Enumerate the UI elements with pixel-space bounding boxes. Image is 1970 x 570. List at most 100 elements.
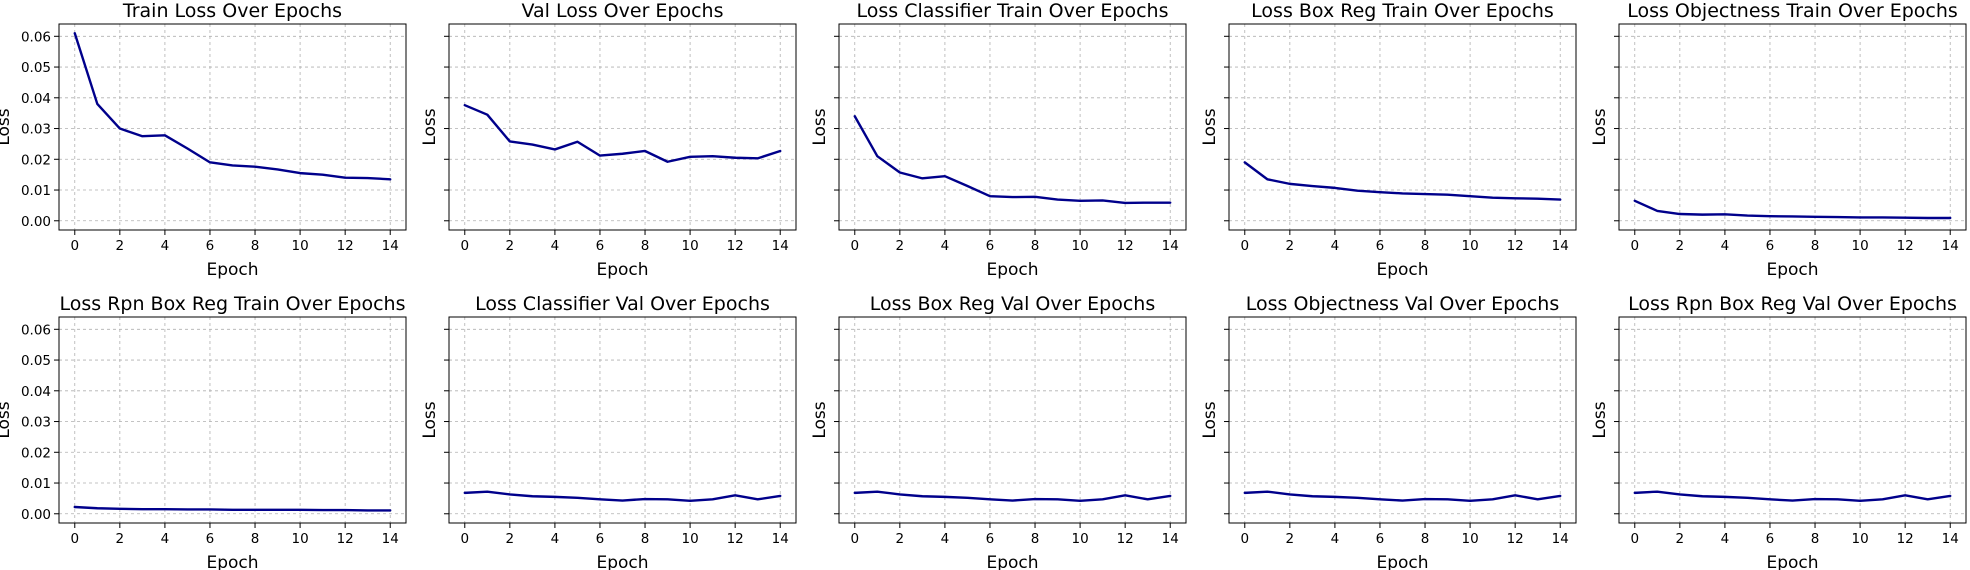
chart-1-ytick-label: 0.01: [21, 183, 51, 199]
chart-6-xlabel: Epoch: [206, 553, 258, 570]
chart-1-ytick-label: 0.04: [21, 91, 51, 107]
chart-3-xtick-label: 0: [850, 238, 859, 254]
chart-6-xtick-label: 12: [337, 531, 354, 547]
chart-9-xtick-label: 8: [1421, 531, 1430, 547]
chart-10-xtick-label: 12: [1897, 531, 1914, 547]
chart-5-xtick-label: 0: [1630, 238, 1639, 254]
chart-3-xlabel: Epoch: [986, 260, 1038, 280]
chart-6-xtick-label: 10: [292, 531, 309, 547]
chart-6-ytick-label: 0.05: [21, 353, 51, 369]
chart-4-title: Loss Box Reg Train Over Epochs: [1251, 0, 1554, 22]
chart-8-xtick-label: 14: [1162, 531, 1179, 547]
chart-5-xtick-label: 12: [1897, 238, 1914, 254]
chart-10: 0 2 4 6 8 10 12 14 Loss Rpn Box Reg Val Over Epo…: [1590, 293, 1967, 570]
chart-2-xlabel: Epoch: [596, 260, 648, 280]
chart-9: 0 2 4 6 8 10 12 14 Loss Objectness Val Over Epoc…: [1200, 293, 1577, 570]
chart-2-ylabel: Loss: [420, 108, 440, 145]
chart-2: 0 2 4 6 8 10 12 14 Val Loss Over Epochs Epoch Loss: [420, 0, 797, 280]
chart-1: 0 2 4 6 8 10 12 14 0.00 0.01 0.02 0.03 0.04 0.05 0.06 T…: [0, 0, 407, 280]
chart-1-ytick-label: 0.05: [21, 60, 51, 76]
chart-6-xtick-label: 6: [206, 531, 215, 547]
chart-3-xtick-label: 14: [1162, 238, 1179, 254]
chart-1-xtick-label: 4: [161, 238, 170, 254]
chart-6-xtick-label: 14: [382, 531, 399, 547]
chart-2-xtick-label: 2: [506, 238, 515, 254]
chart-5-axes-frame: [1618, 23, 1967, 231]
chart-8-xtick-label: 10: [1072, 531, 1089, 547]
chart-6-ytick-label: 0.02: [21, 445, 51, 461]
chart-6-xtick-label: 8: [251, 531, 260, 547]
chart-1-axes-frame: [58, 23, 407, 231]
chart-7-xtick-label: 6: [596, 531, 605, 547]
chart-8-xlabel: Epoch: [986, 553, 1038, 570]
chart-6-axes-frame: [58, 316, 407, 524]
chart-10-axes-frame: [1618, 316, 1967, 524]
chart-5-xtick-label: 4: [1721, 238, 1730, 254]
chart-7-xtick-label: 0: [460, 531, 469, 547]
chart-3-title: Loss Classifier Train Over Epochs: [857, 0, 1169, 22]
chart-1-xtick-label: 14: [382, 238, 399, 254]
chart-4: 0 2 4 6 8 10 12 14 Loss Box Reg Train Over Epoch…: [1200, 0, 1577, 280]
chart-1-ytick-label: 0.00: [21, 214, 51, 230]
chart-9-xtick-label: 14: [1552, 531, 1569, 547]
chart-2-xtick-label: 0: [460, 238, 469, 254]
chart-7-ylabel: Loss: [420, 401, 440, 438]
chart-7-xtick-label: 10: [682, 531, 699, 547]
chart-3: 0 2 4 6 8 10 12 14 Loss Classifier Train Over Ep…: [810, 0, 1187, 280]
chart-3-series-line: [853, 115, 1172, 205]
chart-5-xtick-label: 10: [1852, 238, 1869, 254]
chart-6-xtick-label: 0: [70, 531, 79, 547]
chart-5-title: Loss Objectness Train Over Epochs: [1627, 0, 1958, 22]
chart-4-axes-frame: [1228, 23, 1577, 231]
chart-2-title: Val Loss Over Epochs: [521, 0, 723, 22]
chart-9-series-line: [1243, 490, 1562, 503]
chart-9-xtick-label: 6: [1376, 531, 1385, 547]
chart-4-xtick-label: 0: [1240, 238, 1249, 254]
chart-1-ylabel: Loss: [0, 108, 14, 145]
chart-3-axes-frame: [838, 23, 1187, 231]
chart-1-xtick-label: 2: [116, 238, 125, 254]
chart-2-xtick-label: 10: [682, 238, 699, 254]
chart-7-xtick-label: 14: [772, 531, 789, 547]
chart-6-series-line: [73, 505, 392, 512]
chart-5-series-line: [1633, 199, 1952, 220]
chart-8-series-line: [853, 490, 1172, 503]
chart-1-xtick-label: 10: [292, 238, 309, 254]
chart-8: 0 2 4 6 8 10 12 14 Loss Box Reg Val Over Epochs E…: [810, 293, 1187, 570]
chart-10-xtick-label: 10: [1852, 531, 1869, 547]
chart-7: 0 2 4 6 8 10 12 14 Loss Classifier Val Over Epoc…: [420, 293, 797, 570]
chart-3-xtick-label: 2: [896, 238, 905, 254]
chart-4-series-line: [1243, 161, 1562, 201]
chart-8-xtick-label: 8: [1031, 531, 1040, 547]
chart-2-series-line: [463, 103, 782, 163]
chart-3-ylabel: Loss: [810, 108, 830, 145]
chart-1-xtick-label: 12: [337, 238, 354, 254]
chart-10-xlabel: Epoch: [1766, 553, 1818, 570]
chart-1-ytick-label: 0.06: [21, 29, 51, 45]
chart-5-xlabel: Epoch: [1766, 260, 1818, 280]
chart-2-xtick-label: 6: [596, 238, 605, 254]
chart-8-xtick-label: 2: [896, 531, 905, 547]
chart-6-xtick-label: 2: [116, 531, 125, 547]
chart-7-series-line: [463, 490, 782, 503]
chart-8-xtick-label: 12: [1117, 531, 1134, 547]
chart-6-ytick-label: 0.01: [21, 476, 51, 492]
chart-8-title: Loss Box Reg Val Over Epochs: [870, 293, 1156, 315]
chart-3-xtick-label: 4: [941, 238, 950, 254]
chart-10-xtick-label: 8: [1811, 531, 1820, 547]
chart-9-xtick-label: 4: [1331, 531, 1340, 547]
chart-2-axes-frame: [448, 23, 797, 231]
chart-4-xlabel: Epoch: [1376, 260, 1428, 280]
chart-9-axes-frame: [1228, 316, 1577, 524]
chart-7-axes-frame: [448, 316, 797, 524]
chart-5-xtick-label: 14: [1942, 238, 1959, 254]
chart-6-ytick-label: 0.04: [21, 384, 51, 400]
chart-1-ytick-label: 0.02: [21, 152, 51, 168]
chart-4-xtick-label: 2: [1286, 238, 1295, 254]
chart-8-ylabel: Loss: [810, 401, 830, 438]
chart-9-title: Loss Objectness Val Over Epochs: [1246, 293, 1559, 315]
chart-6-title: Loss Rpn Box Reg Train Over Epochs: [60, 293, 406, 315]
chart-5-xtick-label: 6: [1766, 238, 1775, 254]
chart-1-xlabel: Epoch: [206, 260, 258, 280]
